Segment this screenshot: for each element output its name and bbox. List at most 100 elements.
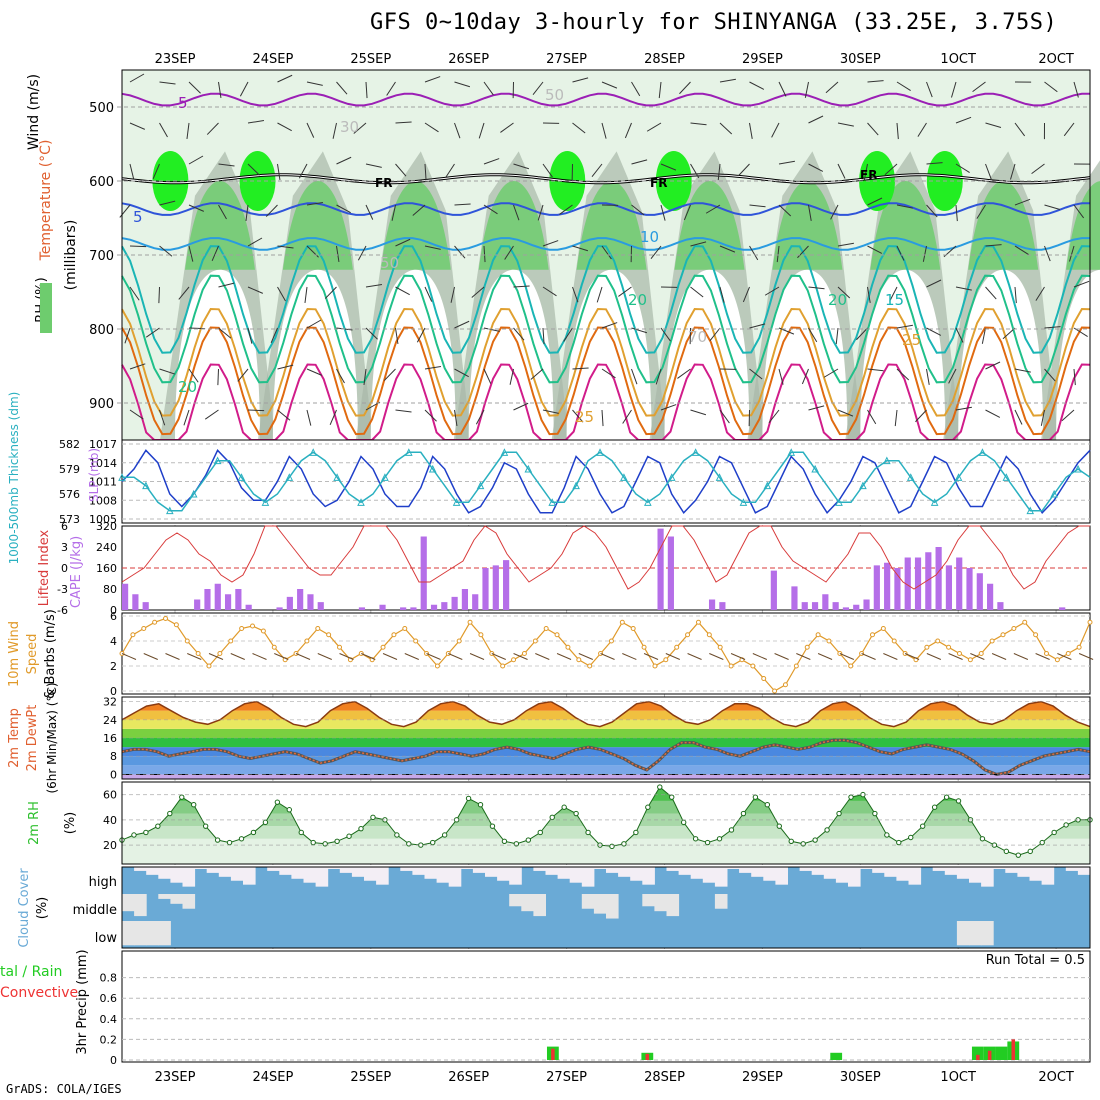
wind-barb [277, 74, 293, 83]
wind10-panel-frame [121, 612, 1091, 695]
wind-barb [624, 122, 632, 139]
cloud-clear-cell [1017, 867, 1030, 877]
wind-barb [424, 122, 439, 133]
wind-barb [631, 204, 645, 216]
wind-barb [513, 402, 529, 411]
wind10-marker [685, 632, 691, 638]
thickness-marker [883, 456, 891, 465]
rh2m-marker [334, 838, 340, 844]
wind10-marker [804, 644, 810, 650]
wind-barb [306, 202, 324, 206]
rh2m-marker [848, 794, 854, 800]
wind10-barb [1057, 653, 1072, 660]
precip-convective-bar [1011, 1039, 1016, 1060]
run-total-label: Run Total = 0.5 [986, 953, 1085, 968]
rh2m-marker [286, 807, 293, 813]
wind-barb [764, 286, 780, 296]
rh2m-marker [669, 794, 675, 800]
rh2m-marker [836, 810, 842, 817]
wind-barb [218, 327, 232, 339]
rh2m-marker [943, 794, 950, 800]
wind-barb [778, 81, 787, 97]
wind-barb [500, 122, 514, 133]
wind10-barb [991, 653, 1007, 660]
wind-barb [655, 368, 662, 385]
isotherm-line [121, 245, 1091, 354]
top-date-label: 30SEP [840, 52, 881, 67]
wind-barb [365, 327, 378, 340]
temp2m-line [121, 700, 1091, 728]
wind-barb [306, 368, 323, 376]
rh2m-marker [716, 836, 723, 842]
wind10-marker [326, 632, 332, 638]
wind-barb [159, 409, 166, 426]
top-date-label: 28SEP [644, 52, 685, 67]
temp-tick-label: 24 [103, 714, 117, 727]
cape-bar [472, 594, 479, 610]
wind-barb [985, 244, 1002, 247]
wind-barb [863, 163, 868, 180]
cape-bar [966, 568, 973, 610]
wind-barb [601, 122, 607, 139]
rh2m-marker [1003, 848, 1010, 855]
wind-barb [1044, 326, 1061, 329]
cloud-clear-cell [690, 867, 704, 879]
cape-bar [997, 602, 1004, 610]
cloud-clear-cell [775, 867, 788, 885]
cape-tick-label: 0 [110, 604, 117, 617]
precip-convective-bar [976, 1054, 980, 1060]
precip-tick-label: 0 [110, 1054, 117, 1067]
wind-barb [454, 122, 461, 139]
cape-bar [853, 604, 860, 610]
cape-bar [317, 602, 324, 610]
wind10-barb [600, 653, 615, 660]
thickness-marker [811, 464, 819, 473]
wind10-marker [337, 644, 343, 650]
cape-label: CAPE (J/kg) [69, 536, 84, 608]
cloud-clear-cell [799, 867, 813, 871]
thickness-marker [500, 448, 509, 456]
rh2m-marker [262, 819, 269, 826]
wind-barb [837, 163, 846, 179]
wind-barb [1063, 122, 1075, 137]
wind10-marker [554, 632, 560, 638]
wind10-barb [230, 653, 245, 660]
rh2m-marker [824, 827, 830, 833]
wind-barb [217, 368, 219, 386]
rh2m-marker [274, 799, 281, 805]
wind10-tick-label: 0 [110, 685, 117, 698]
wind-barb [778, 204, 792, 217]
wind-barb [542, 286, 557, 297]
wind-barb [951, 81, 957, 98]
wind10-marker [402, 626, 408, 631]
wind-barb [454, 81, 471, 88]
cape-bar [245, 604, 252, 610]
wind-barb [778, 368, 784, 385]
cloud-high-label: high [89, 875, 117, 890]
wind10-marker [391, 632, 397, 638]
contour-label: 5 [133, 208, 143, 226]
cloud-clear-cell [509, 894, 522, 907]
rh-green-band [1066, 181, 1100, 270]
wind-barb [837, 409, 854, 417]
top-date-label: 27SEP [546, 52, 587, 67]
cape-bar [286, 596, 293, 610]
wind-barb [690, 122, 707, 126]
wind-barb [363, 368, 367, 386]
wind-barb [601, 204, 619, 206]
wind-label: Wind (m/s) [26, 74, 42, 150]
wind-barb [416, 327, 426, 343]
wind-barb [124, 327, 131, 344]
wind-barb [776, 245, 780, 263]
wind-barb [1073, 163, 1091, 165]
thickness-marker [763, 481, 772, 490]
li-line [121, 525, 1090, 590]
rh2m-marker [525, 837, 532, 843]
thickness-marker [452, 498, 461, 506]
cape-bar [873, 565, 880, 610]
cape-bar [667, 536, 674, 610]
wind-barb [395, 238, 411, 247]
li-tick-label: -3 [57, 583, 68, 596]
rh2m-marker [1039, 839, 1045, 846]
wind10-marker [217, 651, 223, 656]
